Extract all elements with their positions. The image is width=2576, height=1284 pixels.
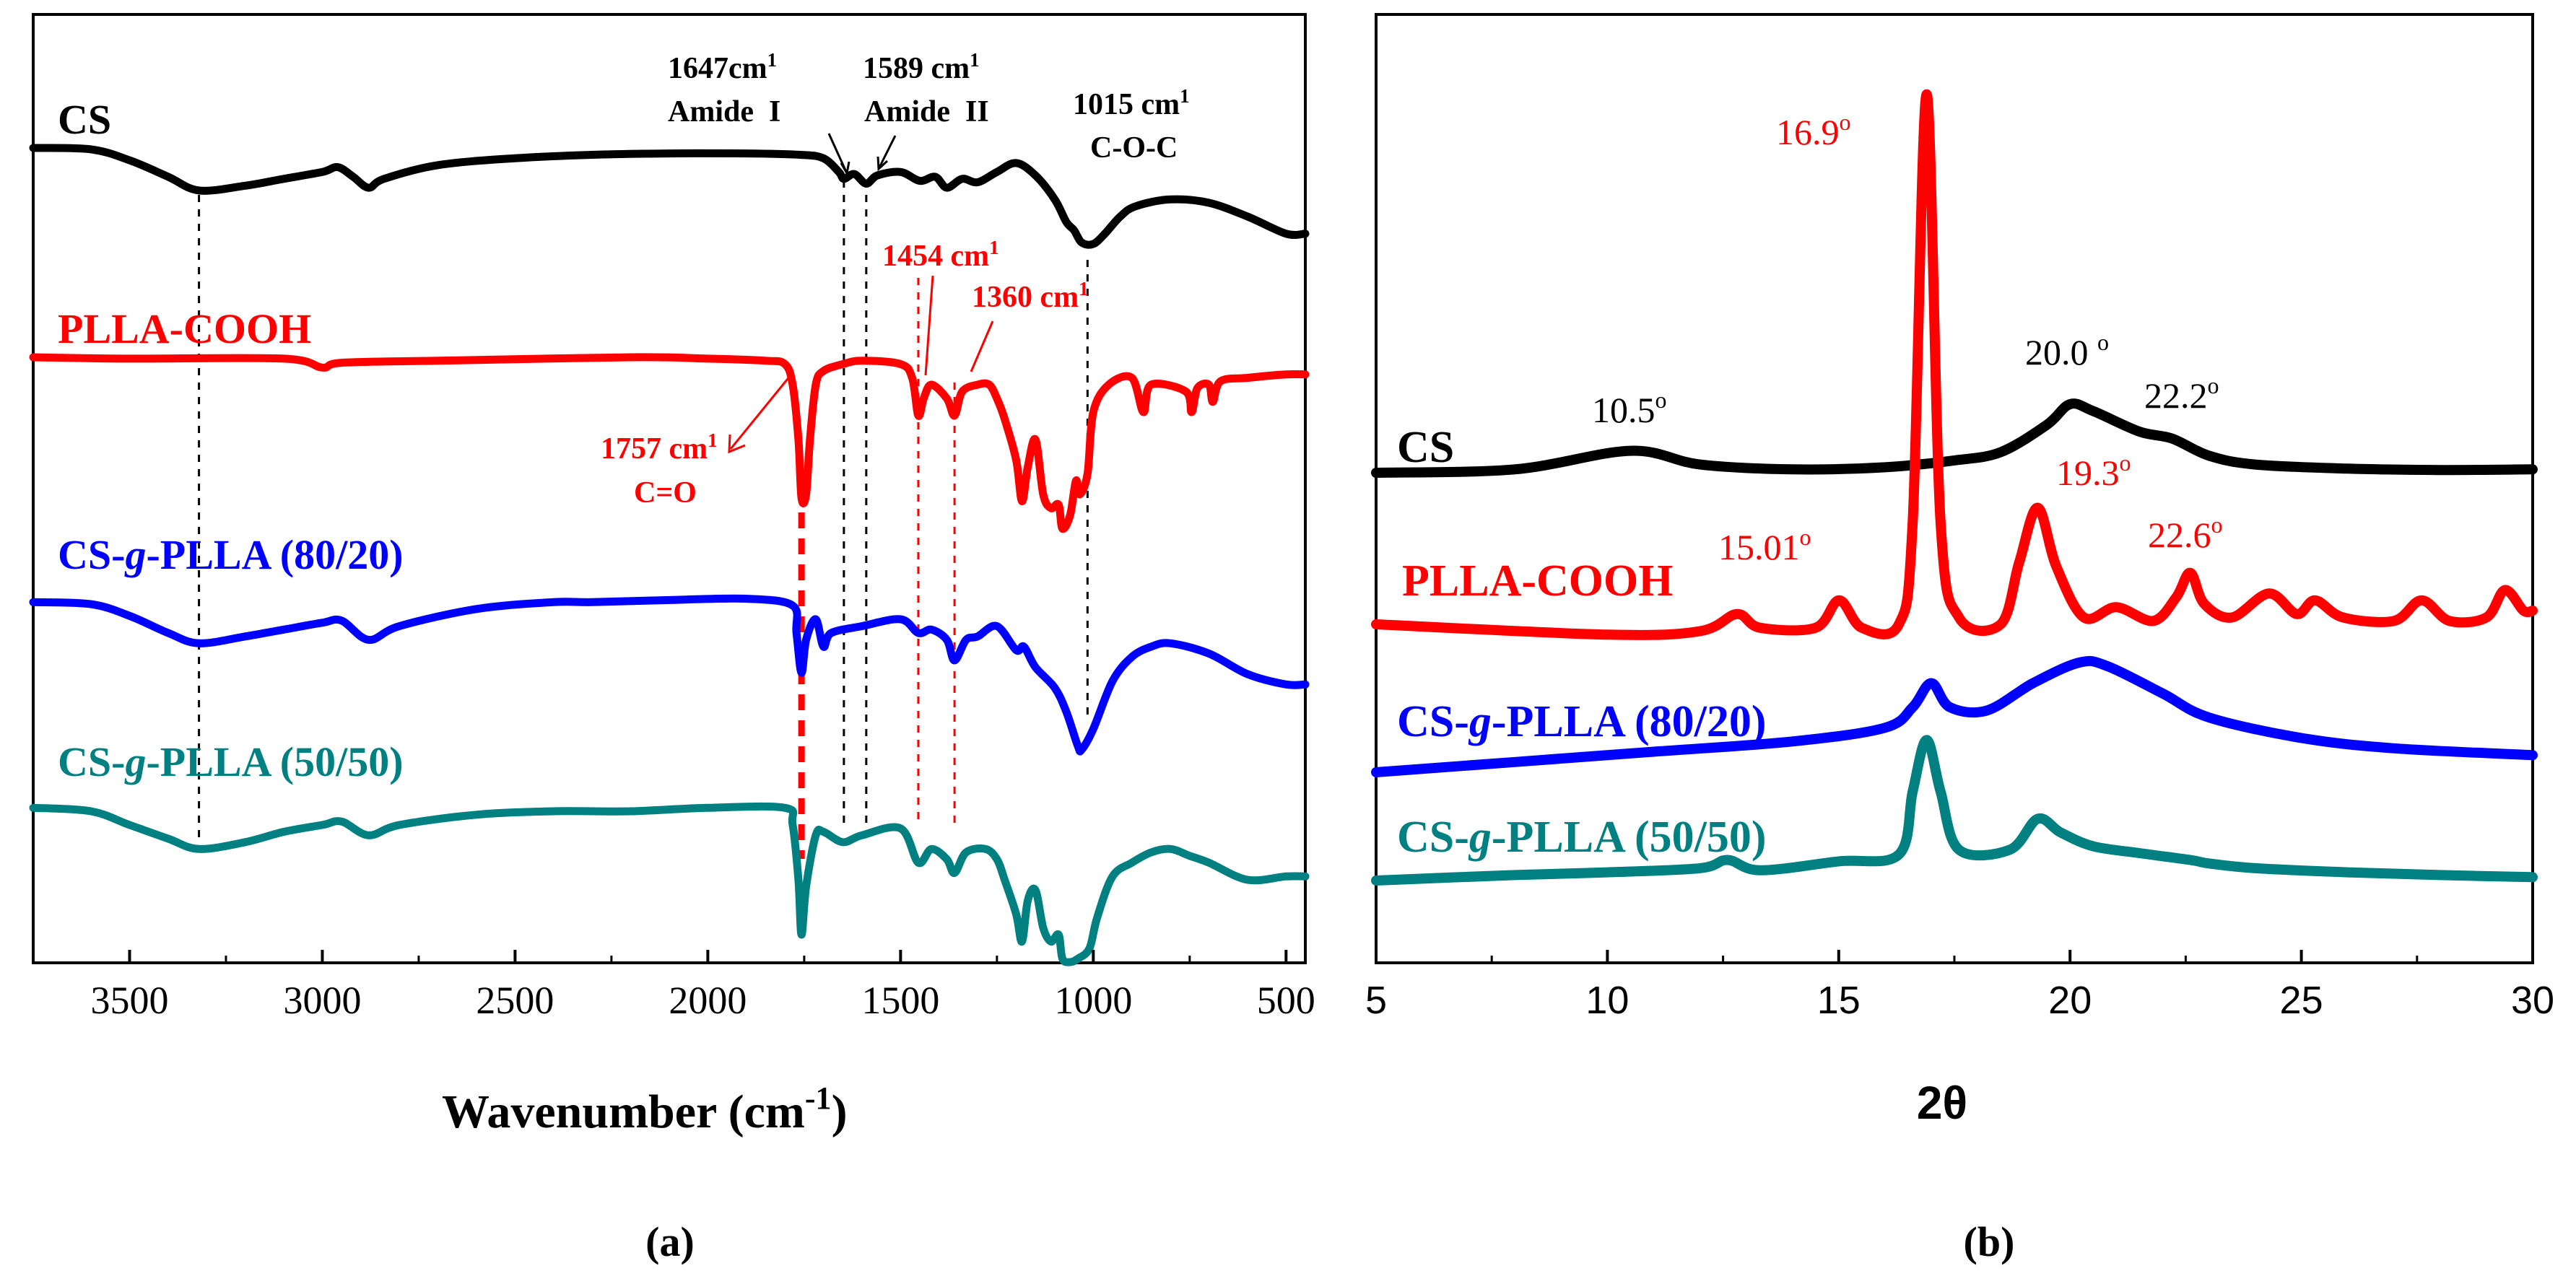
b-label-cs-g-plla-80-20: CS-g-PLLA (80/20) xyxy=(1397,697,1767,746)
b-label-cs: CS xyxy=(1397,423,1454,472)
b-xtick-label-10: 10 xyxy=(1585,979,1629,1022)
a-label-plla-cooh: PLLA-COOH xyxy=(58,305,311,352)
b-series-cs-g-plla-50-50 xyxy=(1371,735,2538,886)
a-xtick-label-500: 500 xyxy=(1257,979,1315,1022)
a-xtick-label-3000: 3000 xyxy=(283,979,361,1022)
panel-a-ftir: 3500 3000 2500 2000 1500 1000 500 CS PLLA-COOH… xyxy=(29,13,1315,1265)
a-arrow-1454 xyxy=(924,275,934,376)
a-series-cs xyxy=(29,144,1310,249)
b-series-cs-g-plla-80-20 xyxy=(1371,655,2538,777)
panel-a-frame xyxy=(32,13,1307,964)
a-arrow-1360 xyxy=(970,320,994,372)
b-annot-20-0: 20.0 o xyxy=(2025,329,2109,372)
a-annot-coc: C-O-C xyxy=(1090,131,1178,165)
a-xtick-label-2500: 2500 xyxy=(476,979,554,1022)
a-arrow-1647-head xyxy=(840,161,850,177)
b-annot-15-01: 15.01o xyxy=(1718,524,1811,567)
b-xtick-label-20: 20 xyxy=(2048,979,2092,1022)
a-arrow-1757-head xyxy=(728,434,746,454)
a-annot-amide-2: Amide II xyxy=(864,95,989,128)
a-annot-1015: 1015 cm1 xyxy=(1073,85,1190,121)
a-annot-1589: 1589 cm1 xyxy=(863,49,980,85)
b-xtick-label-30: 30 xyxy=(2511,979,2554,1022)
b-xtick-label-5: 5 xyxy=(1365,979,1387,1022)
b-series-cs xyxy=(1371,398,2538,478)
b-annot-10-5: 10.5o xyxy=(1592,387,1667,430)
b-xtick-label-15: 15 xyxy=(1817,979,1861,1022)
a-annot-1454: 1454 cm1 xyxy=(882,237,999,273)
b-xlabel: 2θ xyxy=(1917,1077,1967,1129)
a-annot-1757: 1757 cm1 xyxy=(601,429,718,466)
b-panel-label: (b) xyxy=(1964,1218,2015,1265)
b-xtick-label-25: 25 xyxy=(2280,979,2323,1022)
a-annot-co: C=O xyxy=(634,476,697,510)
panel-b-xrd: 5 10 15 20 25 30 CS PLLA-COOH CS-g-PLLA (80/2… xyxy=(1365,13,2554,1265)
a-arrow-1589 xyxy=(878,135,897,168)
a-annot-1360: 1360 cm1 xyxy=(972,278,1089,314)
a-label-cs-g-plla-50-50: CS-g-PLLA (50/50) xyxy=(58,738,404,785)
a-label-cs: CS xyxy=(58,96,111,143)
a-xlabel: Wavenumber (cm-1) xyxy=(442,1080,848,1138)
b-label-plla-cooh: PLLA-COOH xyxy=(1402,556,1673,606)
b-annot-16-9: 16.9o xyxy=(1776,109,1851,152)
a-annot-1647: 1647cm1 xyxy=(668,49,777,85)
a-xtick-label-3500: 3500 xyxy=(90,979,168,1022)
b-annot-22-2: 22.2o xyxy=(2144,372,2219,416)
a-arrow-1589-head xyxy=(876,156,889,172)
a-series-cs-g-plla-80-20 xyxy=(29,594,1310,756)
a-xtick-label-1000: 1000 xyxy=(1054,979,1132,1022)
a-series-plla-cooh xyxy=(29,353,1310,533)
a-annot-amide-1: Amide I xyxy=(668,95,780,128)
a-xtick-label-2000: 2000 xyxy=(669,979,747,1022)
a-label-cs-g-plla-80-20: CS-g-PLLA (80/20) xyxy=(58,531,404,578)
b-series-plla-cooh xyxy=(1371,89,2538,640)
a-series-cs-g-plla-50-50 xyxy=(29,802,1310,966)
b-annot-22-6: 22.6o xyxy=(2148,512,2223,555)
b-annot-19-3: 19.3o xyxy=(2056,450,2131,493)
a-xtick-label-1500: 1500 xyxy=(861,979,939,1022)
b-label-cs-g-plla-50-50: CS-g-PLLA (50/50) xyxy=(1397,813,1767,862)
a-panel-label: (a) xyxy=(645,1218,695,1265)
a-arrow-1757 xyxy=(729,375,792,450)
